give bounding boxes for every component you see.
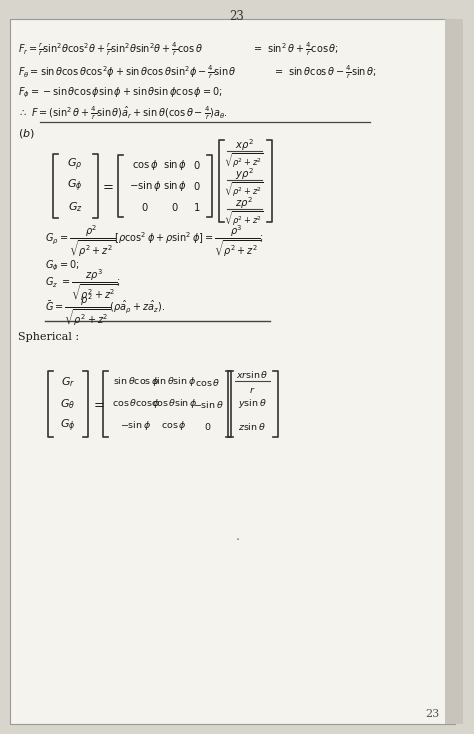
- Text: $\sin\phi$: $\sin\phi$: [163, 158, 187, 172]
- Text: $y\sin\theta$: $y\sin\theta$: [237, 398, 266, 410]
- Text: $G_\phi$: $G_\phi$: [67, 178, 83, 195]
- Text: $G_z$: $G_z$: [68, 200, 82, 214]
- Text: $\sin\theta\sin\phi$: $\sin\theta\sin\phi$: [152, 376, 196, 388]
- Text: $\cos\theta\sin\phi$: $\cos\theta\sin\phi$: [151, 398, 197, 410]
- Text: $G_\rho = \dfrac{\rho^2}{\sqrt{\rho^2+z^2}}[\rho\cos^2\phi + \rho\sin^2\phi] = \: $G_\rho = \dfrac{\rho^2}{\sqrt{\rho^2+z^…: [45, 223, 264, 258]
- Text: $1$: $1$: [193, 201, 201, 213]
- Text: $\sin\phi$: $\sin\phi$: [163, 179, 187, 193]
- Text: $-\sin\theta$: $-\sin\theta$: [192, 399, 223, 410]
- Text: $y\rho^2$: $y\rho^2$: [235, 166, 253, 182]
- Text: $(b)$: $(b)$: [18, 128, 35, 140]
- Text: $= \ \sin^2\theta + \frac{4}{r}\cos\theta;$: $= \ \sin^2\theta + \frac{4}{r}\cos\thet…: [252, 40, 339, 58]
- Text: $\bar{G} = \dfrac{\rho^2}{\sqrt{\rho^2+z^2}}(\rho\hat{a}_\rho + z\hat{a}_z).$: $\bar{G} = \dfrac{\rho^2}{\sqrt{\rho^2+z…: [45, 292, 165, 327]
- Text: $z\rho^2$: $z\rho^2$: [235, 195, 253, 211]
- Text: $F_\phi = -\sin\theta\cos\phi\sin\phi + \sin\theta\sin\phi\cos\phi = 0;$: $F_\phi = -\sin\theta\cos\phi\sin\phi + …: [18, 86, 222, 101]
- Text: $\cos\phi$: $\cos\phi$: [132, 158, 158, 172]
- Text: $F_\theta = \sin\theta\cos\theta\cos^2\!\phi + \sin\theta\cos\theta\sin^2\!\phi : $F_\theta = \sin\theta\cos\theta\cos^2\!…: [18, 63, 237, 81]
- Text: $0$: $0$: [193, 159, 201, 171]
- Text: 23: 23: [426, 709, 440, 719]
- Text: $G_\phi = 0;$: $G_\phi = 0;$: [45, 259, 80, 273]
- Text: 23: 23: [229, 10, 245, 23]
- Text: $0$: $0$: [141, 201, 149, 213]
- Text: $\sin\theta\cos\phi$: $\sin\theta\cos\phi$: [113, 376, 159, 388]
- Text: $=$: $=$: [100, 180, 114, 192]
- Text: $F_r = \frac{r}{r}\sin^2\!\theta\cos^2\!\theta + \frac{r}{r}\sin^2\!\theta\sin^2: $F_r = \frac{r}{r}\sin^2\!\theta\cos^2\!…: [18, 40, 203, 58]
- Text: $\cos\theta$: $\cos\theta$: [195, 377, 220, 388]
- Text: $\therefore \ F = (\sin^2\theta + \frac{4}{r}\sin\theta)\hat{a}_r + \sin\theta(\: $\therefore \ F = (\sin^2\theta + \frac{…: [18, 104, 228, 122]
- Text: Spherical :: Spherical :: [18, 332, 79, 342]
- Text: $= \ \sin\theta\cos\theta - \frac{4}{r}\sin\theta;$: $= \ \sin\theta\cos\theta - \frac{4}{r}\…: [273, 63, 377, 81]
- Text: $\sqrt{\rho^2+z^2}$: $\sqrt{\rho^2+z^2}$: [224, 181, 264, 200]
- Text: $G_\phi$: $G_\phi$: [60, 418, 76, 435]
- Text: $\cos\theta\cos\phi$: $\cos\theta\cos\phi$: [111, 398, 160, 410]
- Text: $\cos\phi$: $\cos\phi$: [161, 420, 187, 432]
- Text: $0$: $0$: [171, 201, 179, 213]
- Text: $=$: $=$: [91, 398, 105, 410]
- Text: $\cdot$: $\cdot$: [235, 532, 239, 545]
- Text: $r$: $r$: [249, 385, 255, 395]
- Text: $\sqrt{\rho^2+z^2}$: $\sqrt{\rho^2+z^2}$: [224, 209, 264, 229]
- Text: $G_z \ = \dfrac{z\rho^3}{\sqrt{\rho^2+z^2}};$: $G_z \ = \dfrac{z\rho^3}{\sqrt{\rho^2+z^…: [45, 267, 121, 302]
- Bar: [445, 19, 463, 724]
- Text: $-\sin\phi$: $-\sin\phi$: [120, 420, 152, 432]
- Text: $G_r$: $G_r$: [61, 375, 75, 389]
- Text: $x\rho^2$: $x\rho^2$: [235, 137, 254, 153]
- Text: $-\sin\phi$: $-\sin\phi$: [129, 179, 161, 193]
- Text: $0$: $0$: [204, 421, 212, 432]
- Text: $\sqrt{\rho^2+z^2}$: $\sqrt{\rho^2+z^2}$: [224, 151, 264, 171]
- Text: $0$: $0$: [193, 180, 201, 192]
- Text: $xr\sin\theta$: $xr\sin\theta$: [236, 369, 268, 380]
- Text: $G_\rho$: $G_\rho$: [67, 157, 83, 173]
- Text: $z\sin\theta$: $z\sin\theta$: [238, 421, 266, 432]
- Text: $G_\theta$: $G_\theta$: [60, 397, 76, 411]
